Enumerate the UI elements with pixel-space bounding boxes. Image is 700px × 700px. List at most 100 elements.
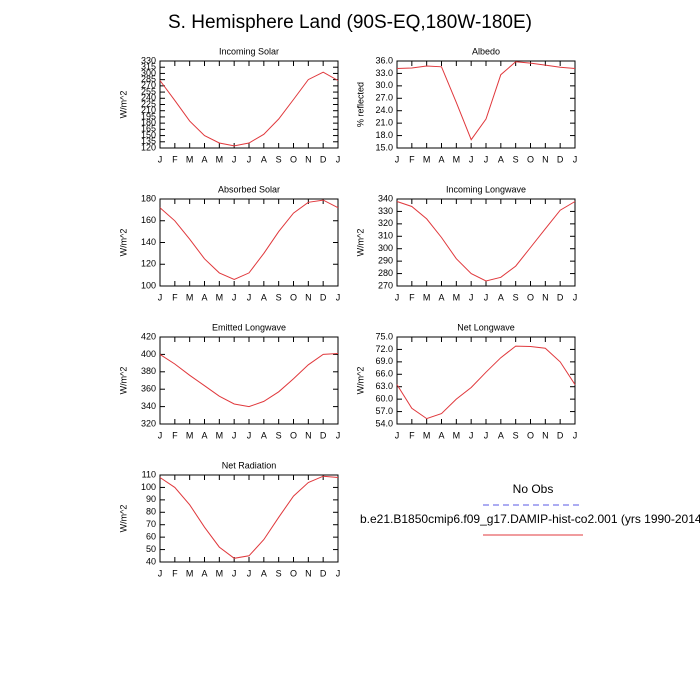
- x-tick-label: J: [573, 430, 578, 440]
- y-axis-label: W/m^2: [118, 229, 128, 257]
- x-tick-label: S: [276, 154, 282, 164]
- y-tick-label: 210: [141, 105, 156, 115]
- x-tick-label: M: [186, 154, 194, 164]
- x-tick-label: J: [158, 568, 163, 578]
- x-tick-label: A: [498, 430, 504, 440]
- y-axis-label: % reflected: [355, 82, 365, 127]
- y-tick-label: 70: [146, 519, 156, 529]
- x-tick-label: N: [542, 292, 549, 302]
- x-tick-label: O: [290, 292, 297, 302]
- y-tick-label: 40: [146, 556, 156, 566]
- x-tick-label: A: [261, 430, 267, 440]
- x-tick-label: J: [573, 154, 578, 164]
- panel-title: Albedo: [472, 46, 500, 56]
- x-tick-label: S: [276, 568, 282, 578]
- x-tick-label: J: [395, 292, 400, 302]
- x-tick-label: M: [423, 430, 431, 440]
- x-tick-label: M: [186, 430, 194, 440]
- y-tick-label: 21.0: [375, 118, 393, 128]
- x-tick-label: J: [158, 154, 163, 164]
- x-tick-label: J: [484, 154, 489, 164]
- y-tick-label: 225: [141, 99, 156, 109]
- y-tick-label: 320: [378, 218, 393, 228]
- x-tick-label: O: [290, 430, 297, 440]
- x-tick-label: N: [305, 430, 312, 440]
- x-tick-label: M: [423, 292, 431, 302]
- x-tick-label: N: [305, 568, 312, 578]
- data-line: [396, 61, 576, 141]
- x-tick-label: J: [232, 292, 237, 302]
- y-tick-label: 270: [141, 80, 156, 90]
- x-tick-label: F: [172, 568, 178, 578]
- panel-title: Incoming Longwave: [446, 184, 526, 194]
- y-tick-label: 195: [141, 111, 156, 121]
- x-tick-label: F: [172, 292, 178, 302]
- x-tick-label: A: [201, 292, 207, 302]
- y-tick-label: 36.0: [375, 55, 393, 65]
- y-tick-label: 18.0: [375, 130, 393, 140]
- y-tick-label: 15.0: [375, 142, 393, 152]
- x-tick-label: J: [232, 430, 237, 440]
- y-tick-label: 72.0: [375, 344, 393, 354]
- x-tick-label: N: [542, 430, 549, 440]
- y-tick-label: 380: [141, 366, 156, 376]
- x-tick-label: M: [216, 430, 224, 440]
- y-tick-label: 100: [141, 280, 156, 290]
- x-tick-label: N: [305, 154, 312, 164]
- x-tick-label: F: [409, 154, 415, 164]
- legend-label: No Obs: [513, 482, 554, 496]
- y-axis-label: W/m^2: [355, 367, 365, 395]
- y-tick-label: 30.0: [375, 80, 393, 90]
- y-tick-label: 300: [378, 243, 393, 253]
- x-tick-label: M: [216, 292, 224, 302]
- x-tick-label: S: [513, 430, 519, 440]
- y-tick-label: 100: [141, 482, 156, 492]
- y-axis-label: W/m^2: [355, 229, 365, 257]
- panel-title: Net Longwave: [457, 322, 515, 332]
- x-tick-label: J: [247, 154, 252, 164]
- x-tick-label: J: [336, 430, 341, 440]
- x-tick-label: A: [261, 292, 267, 302]
- x-tick-label: O: [527, 430, 534, 440]
- x-tick-label: A: [261, 568, 267, 578]
- y-tick-label: 27.0: [375, 93, 393, 103]
- x-tick-label: D: [320, 568, 327, 578]
- y-axis-label: W/m^2: [118, 505, 128, 533]
- x-tick-label: A: [438, 292, 444, 302]
- y-tick-label: 140: [141, 237, 156, 247]
- x-tick-label: J: [232, 568, 237, 578]
- y-tick-label: 180: [141, 118, 156, 128]
- y-tick-label: 50: [146, 544, 156, 554]
- y-tick-label: 340: [141, 401, 156, 411]
- x-tick-label: F: [172, 154, 178, 164]
- x-tick-label: S: [276, 292, 282, 302]
- x-tick-label: A: [438, 154, 444, 164]
- x-tick-label: J: [247, 292, 252, 302]
- x-tick-label: O: [527, 292, 534, 302]
- x-tick-label: F: [409, 292, 415, 302]
- y-tick-label: 24.0: [375, 105, 393, 115]
- x-tick-label: J: [469, 292, 474, 302]
- x-tick-label: J: [484, 430, 489, 440]
- y-tick-label: 315: [141, 62, 156, 72]
- y-axis-label: W/m^2: [118, 91, 128, 119]
- figure-title: S. Hemisphere Land (90S-EQ,180W-180E): [168, 12, 532, 33]
- y-tick-label: 310: [378, 231, 393, 241]
- x-tick-label: D: [557, 430, 564, 440]
- data-line: [159, 71, 339, 147]
- y-tick-label: 400: [141, 349, 156, 359]
- x-tick-label: A: [438, 430, 444, 440]
- y-tick-label: 300: [141, 68, 156, 78]
- x-tick-label: F: [409, 430, 415, 440]
- y-tick-label: 180: [141, 193, 156, 203]
- x-tick-label: J: [469, 154, 474, 164]
- data-line: [159, 199, 339, 281]
- x-tick-label: D: [320, 154, 327, 164]
- x-tick-label: J: [395, 430, 400, 440]
- x-tick-label: J: [336, 292, 341, 302]
- panel-title: Emitted Longwave: [212, 322, 286, 332]
- x-tick-label: O: [527, 154, 534, 164]
- x-tick-label: S: [276, 430, 282, 440]
- y-tick-label: 420: [141, 331, 156, 341]
